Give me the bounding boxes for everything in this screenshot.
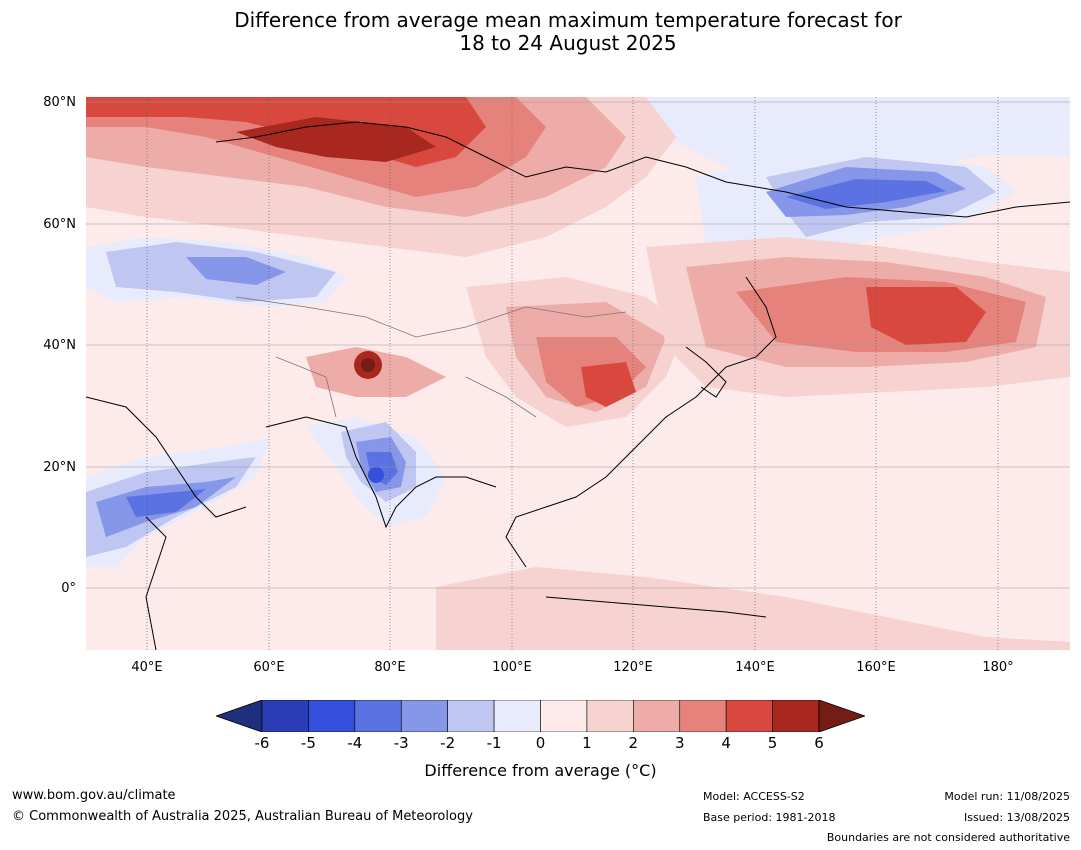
title-line-1: Difference from average mean maximum tem… (234, 8, 902, 32)
lon-label-120e: 120°E (613, 660, 653, 675)
colorbar-tick-label: 6 (814, 734, 824, 752)
lon-label-100e: 100°E (492, 660, 532, 675)
colorbar-tick-label: 5 (767, 734, 778, 752)
base-period-text: Base period: 1981-2018 (703, 811, 836, 824)
lon-label-180: 180° (982, 660, 1014, 675)
lon-label-40e: 40°E (131, 660, 163, 675)
lon-label-60e: 60°E (253, 660, 285, 675)
lat-label-40n: 40°N (43, 338, 76, 353)
lat-label-20n: 20°N (43, 460, 76, 475)
colorbar-tick-label: -5 (300, 734, 316, 752)
colorbar-swatch (354, 699, 402, 733)
lat-label-0: 0° (61, 581, 76, 596)
colorbar-tick-label: -4 (347, 734, 363, 752)
colorbar-swatch (261, 699, 309, 733)
colorbar-extend-high (818, 699, 867, 733)
colorbar-swatch (679, 699, 727, 733)
colorbar-tick-label: 4 (721, 734, 731, 752)
website-text: www.bom.gov.au/climate (12, 788, 176, 803)
colorbar-tick-label: -6 (254, 734, 270, 752)
colorbar-tick-label: 2 (628, 734, 639, 752)
forecast-map (86, 97, 1070, 650)
colorbar-tick-label: 3 (674, 734, 685, 752)
colorbar-swatch (447, 699, 495, 733)
lat-label-80n: 80°N (43, 95, 76, 110)
colorbar-tick-label: 0 (535, 734, 546, 752)
lon-label-140e: 140°E (735, 660, 775, 675)
colorbar-swatch (772, 699, 820, 733)
anomaly-field (86, 97, 1070, 650)
colorbar-extend-low (214, 699, 263, 733)
colorbar-swatch (400, 699, 448, 733)
colorbar-swatch (308, 699, 356, 733)
colorbar-swatch (633, 699, 681, 733)
colorbar-tick-label: -3 (393, 734, 409, 752)
colorbar-swatch (586, 699, 634, 733)
model-run-text: Model run: 11/08/2025 (944, 790, 1070, 803)
colorbar-swatch (493, 699, 541, 733)
model-text: Model: ACCESS-S2 (703, 790, 805, 803)
colorbar-title: Difference from average (°C) (424, 761, 657, 780)
lon-label-80e: 80°E (374, 660, 406, 675)
colorbar-swatches (214, 699, 867, 733)
disclaimer-text: Boundaries are not considered authoritat… (826, 831, 1070, 844)
colorbar-swatch (540, 699, 588, 733)
colorbar-swatch (725, 699, 773, 733)
colorbar-tick-label: -2 (440, 734, 456, 752)
lon-label-160e: 160°E (856, 660, 896, 675)
issued-text: Issued: 13/08/2025 (963, 811, 1070, 824)
copyright-text: © Commonwealth of Australia 2025, Austra… (12, 809, 473, 824)
colorbar (214, 699, 867, 733)
colorbar-tick-label: -1 (486, 734, 502, 752)
map-title: Difference from average mean maximum tem… (0, 9, 1081, 55)
lat-label-60n: 60°N (43, 217, 76, 232)
colorbar-tick-label: 1 (582, 734, 592, 752)
title-line-2: 18 to 24 August 2025 (459, 31, 677, 55)
